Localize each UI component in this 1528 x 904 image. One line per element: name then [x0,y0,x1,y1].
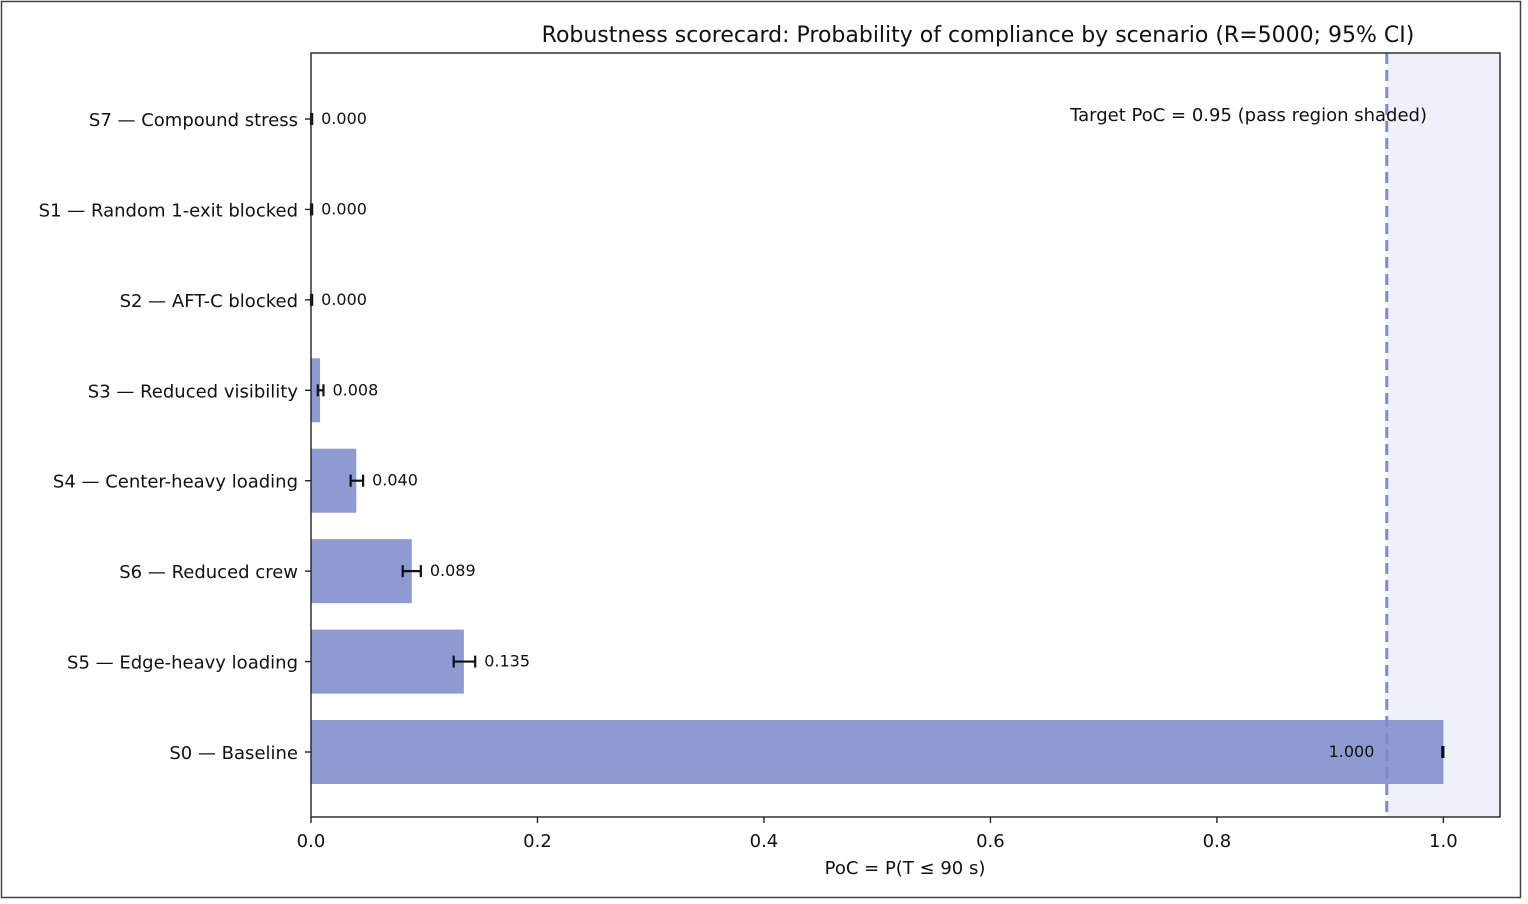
value-label: 0.000 [321,290,367,309]
category-label: S5 — Edge-heavy loading [67,653,298,674]
value-label: 0.089 [430,561,476,580]
bar [311,448,357,513]
category-label: S6 — Reduced crew [119,562,298,583]
value-label: 0.040 [372,471,418,490]
bar [311,358,321,423]
x-tick-label: 0.8 [1203,831,1232,852]
chart-title: Robustness scorecard: Probability of com… [542,23,1415,48]
x-tick-label: 0.4 [750,831,779,852]
category-label: S0 — Baseline [169,743,298,764]
x-tick-label: 0.6 [976,831,1005,852]
bar [311,720,1444,784]
category-label: S1 — Random 1-exit blocked [39,200,298,221]
x-tick-label: 0.0 [297,831,326,852]
category-label: S3 — Reduced visibility [88,381,299,402]
category-label: S4 — Center-heavy loading [53,472,298,493]
category-label: S7 — Compound stress [89,110,298,131]
pass-region-shade [1386,53,1500,817]
x-tick-label: 0.2 [523,831,552,852]
target-annotation: Target PoC = 0.95 (pass region shaded) [1069,105,1427,126]
value-label: 0.000 [321,109,367,128]
category-label: S2 — AFT-C blocked [120,291,298,312]
plot-layer: 0.000 S7 — Compound stress 0.000 S1 — Rando… [39,52,1501,852]
value-label: 0.000 [321,199,367,218]
x-tick-label: 1.0 [1429,831,1458,852]
value-label: 1.000 [1329,742,1375,761]
x-axis-label: PoC = P(T ≤ 90 s) [825,858,986,879]
bar [311,629,464,694]
bar [311,539,412,604]
value-label: 0.008 [332,380,378,399]
value-label: 0.135 [484,652,530,671]
plot-frame [310,52,1501,818]
